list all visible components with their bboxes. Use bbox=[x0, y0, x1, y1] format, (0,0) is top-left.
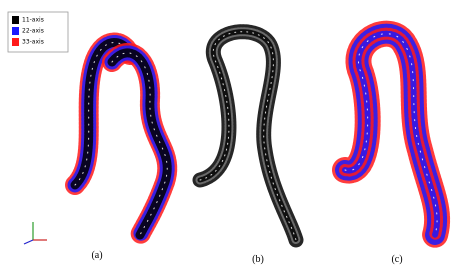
panel-label: (b) bbox=[252, 254, 264, 265]
axis-triad bbox=[24, 222, 47, 244]
legend-label: 22-axis bbox=[22, 28, 44, 35]
legend-label: 11-axis bbox=[22, 17, 44, 24]
legend-swatch bbox=[12, 38, 19, 46]
figure: 11-axis 22-axis 33-axis (a) (b) (c) bbox=[0, 0, 451, 271]
legend: 11-axis 22-axis 33-axis bbox=[8, 12, 68, 52]
legend-swatch bbox=[12, 16, 19, 24]
legend-swatch bbox=[12, 27, 19, 35]
legend-label: 33-axis bbox=[22, 39, 44, 46]
panel-label: (c) bbox=[391, 254, 402, 265]
panel-label: (a) bbox=[91, 250, 102, 261]
strands bbox=[75, 32, 437, 240]
vector-strand bbox=[200, 32, 296, 240]
